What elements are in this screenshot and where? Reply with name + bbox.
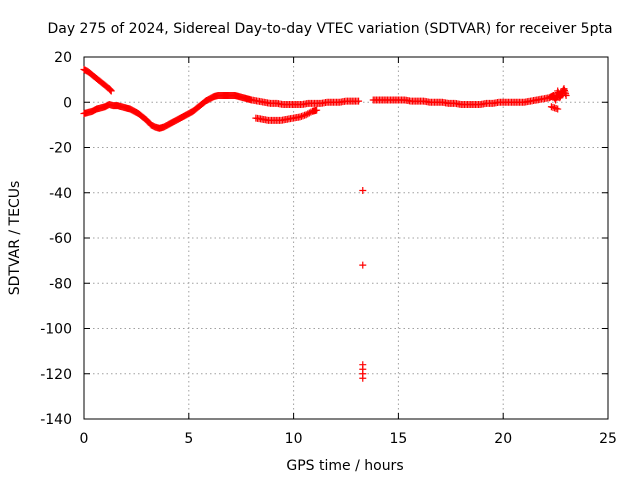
data-point-marker <box>359 186 367 194</box>
y-tick-label: 0 <box>63 95 72 111</box>
grid-lines <box>84 57 608 419</box>
x-tick-label: 0 <box>80 431 89 447</box>
y-tick-label: -20 <box>49 141 72 157</box>
data-point-marker <box>302 111 310 119</box>
axis-ticks: 0 5 10 15 20 25 -140 -120 -100 -80 -60 -40 -20 0 20 <box>40 50 617 447</box>
series-arc-outliers <box>359 186 367 382</box>
data-point-marker <box>313 106 321 114</box>
x-tick-label: 15 <box>389 431 407 447</box>
series-arc-main-early <box>80 91 363 132</box>
data-point-marker <box>305 109 313 117</box>
y-tick-label: -100 <box>40 322 72 338</box>
data-point-marker <box>554 105 562 113</box>
x-tick-label: 20 <box>494 431 512 447</box>
y-axis-label: SDTVAR / TECUs <box>7 181 23 296</box>
series-arc-start-high <box>80 65 115 95</box>
data-point-marker <box>359 261 367 269</box>
data-point-marker <box>304 110 312 118</box>
x-tick-label: 5 <box>184 431 193 447</box>
data-point-marker <box>355 97 363 105</box>
x-tick-label: 10 <box>285 431 303 447</box>
y-tick-label: -140 <box>40 412 72 428</box>
data-point-marker <box>107 87 115 95</box>
y-tick-label: -120 <box>40 367 72 383</box>
x-tick-label: 25 <box>599 431 617 447</box>
y-tick-label: 20 <box>54 50 72 66</box>
chart-title: Day 275 of 2024, Sidereal Day-to-day VTE… <box>47 21 612 37</box>
data-points <box>80 65 570 382</box>
y-tick-label: -60 <box>49 231 72 247</box>
x-axis-label: GPS time / hours <box>286 458 403 474</box>
series-arc-late <box>369 85 570 113</box>
y-tick-label: -40 <box>49 186 72 202</box>
series-arc-dip <box>252 106 321 124</box>
data-point-marker <box>562 91 570 99</box>
data-point-marker <box>359 374 367 382</box>
y-tick-label: -80 <box>49 276 72 292</box>
